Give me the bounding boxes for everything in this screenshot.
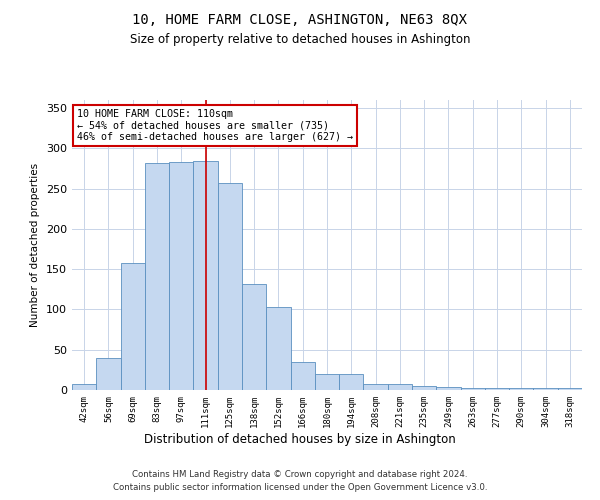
Bar bbox=[145, 163, 169, 390]
Bar bbox=[364, 384, 388, 390]
Bar bbox=[96, 358, 121, 390]
Bar bbox=[169, 162, 193, 390]
Bar bbox=[193, 161, 218, 390]
Bar bbox=[558, 388, 582, 390]
Bar bbox=[339, 374, 364, 390]
Text: Contains public sector information licensed under the Open Government Licence v3: Contains public sector information licen… bbox=[113, 482, 487, 492]
Text: Size of property relative to detached houses in Ashington: Size of property relative to detached ho… bbox=[130, 32, 470, 46]
Text: Contains HM Land Registry data © Crown copyright and database right 2024.: Contains HM Land Registry data © Crown c… bbox=[132, 470, 468, 479]
Text: 10 HOME FARM CLOSE: 110sqm
← 54% of detached houses are smaller (735)
46% of sem: 10 HOME FARM CLOSE: 110sqm ← 54% of deta… bbox=[77, 108, 353, 142]
Y-axis label: Number of detached properties: Number of detached properties bbox=[31, 163, 40, 327]
Bar bbox=[412, 386, 436, 390]
Bar bbox=[485, 388, 509, 390]
Bar bbox=[533, 388, 558, 390]
Bar bbox=[72, 384, 96, 390]
Bar bbox=[388, 384, 412, 390]
Text: Distribution of detached houses by size in Ashington: Distribution of detached houses by size … bbox=[144, 432, 456, 446]
Bar bbox=[266, 307, 290, 390]
Bar bbox=[242, 284, 266, 390]
Bar bbox=[436, 387, 461, 390]
Bar bbox=[315, 374, 339, 390]
Text: 10, HOME FARM CLOSE, ASHINGTON, NE63 8QX: 10, HOME FARM CLOSE, ASHINGTON, NE63 8QX bbox=[133, 12, 467, 26]
Bar bbox=[121, 262, 145, 390]
Bar bbox=[461, 388, 485, 390]
Bar bbox=[290, 362, 315, 390]
Bar bbox=[218, 183, 242, 390]
Bar bbox=[509, 388, 533, 390]
